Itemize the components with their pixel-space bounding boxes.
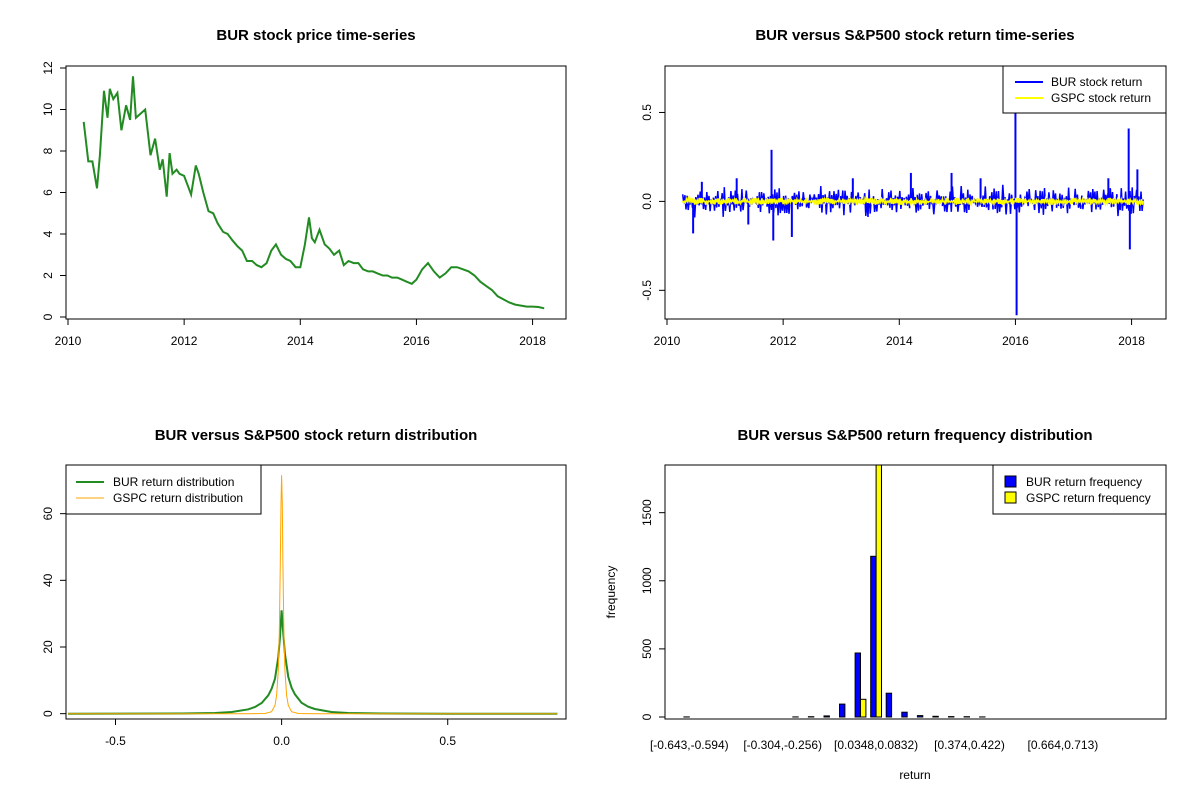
x-tick-label: 2016: [1002, 334, 1029, 348]
legend-label: GSPC stock return: [1051, 91, 1151, 105]
price-line: [82, 76, 545, 310]
y-axis-label-histogram: frequency: [604, 566, 618, 619]
x-tick-label: 2012: [171, 334, 198, 348]
legend-label: BUR stock return: [1051, 75, 1142, 89]
plot-frame-density: [65, 464, 567, 720]
y-tick-label: 40: [41, 573, 55, 587]
x-tick-label: 2010: [654, 334, 681, 348]
panel-return-density: BUR versus S&P500 stock return distribut…: [41, 427, 567, 748]
x-tick-label: [-0.643,-0.594): [650, 738, 729, 752]
legend-label: GSPC return distribution: [113, 491, 243, 505]
x-tick-label: 2014: [886, 334, 913, 348]
chart-title-histogram: BUR versus S&P500 return frequency distr…: [737, 427, 1092, 444]
x-tick-label: -0.5: [105, 734, 126, 748]
plot-frame-price: [65, 65, 567, 320]
bur-frequency-bar: [916, 715, 924, 718]
x-tick-label: 2010: [55, 334, 82, 348]
x-tick-label: [-0.304,-0.256): [743, 738, 822, 752]
legend-swatch: [1004, 475, 1017, 488]
y-tick-label: 8: [41, 147, 55, 154]
gspc-frequency-bar: [875, 464, 882, 718]
y-tick-label: -0.5: [640, 280, 654, 301]
legend-label: BUR return distribution: [113, 475, 234, 489]
x-tick-label: 0.0: [273, 734, 290, 748]
bur-frequency-bar: [839, 703, 846, 718]
plot-frame-histogram: [664, 464, 1167, 720]
y-tick-label: 20: [41, 640, 55, 654]
x-axis-label-histogram: return: [899, 768, 930, 782]
bur-return-line: [681, 184, 1144, 218]
gspc-frequency-bar: [860, 698, 867, 718]
y-tick-label: 1000: [640, 567, 654, 594]
legend-label: GSPC return frequency: [1026, 491, 1151, 505]
x-tick-label: [0.0348,0.0832): [834, 738, 918, 752]
panel-return-timeseries: BUR versus S&P500 stock return time-seri…: [640, 27, 1167, 348]
y-tick-label: 2: [41, 272, 55, 279]
legend-box: [1002, 65, 1167, 114]
plot-frame-returns: [664, 65, 1167, 320]
y-tick-label: 0: [41, 313, 55, 320]
y-tick-label: 0.5: [640, 104, 654, 121]
legend-box: [992, 464, 1167, 515]
legend-box: [65, 464, 262, 515]
y-tick-label: 60: [41, 507, 55, 521]
panel-return-histogram: BUR versus S&P500 return frequency distr…: [604, 427, 1167, 782]
y-tick-label: 12: [41, 61, 55, 75]
y-tick-label: 0: [41, 710, 55, 717]
x-tick-label: 0.5: [439, 734, 456, 748]
x-tick-label: 2014: [287, 334, 314, 348]
x-tick-label: 2016: [403, 334, 430, 348]
x-tick-label: [0.664,0.713): [1028, 738, 1099, 752]
bur-frequency-bar: [885, 692, 893, 718]
x-tick-label: 2018: [519, 334, 546, 348]
bur-frequency-bar: [854, 652, 861, 718]
legend-label: BUR return frequency: [1026, 475, 1142, 489]
y-tick-label: 500: [640, 639, 654, 659]
bur-frequency-bar: [932, 715, 939, 718]
panel-price-timeseries: BUR stock price time-series 0 2 4 6 8 10 12 201…: [41, 27, 567, 348]
y-tick-label: 4: [41, 230, 55, 237]
y-tick-label: 10: [41, 103, 55, 117]
chart-title-density: BUR versus S&P500 stock return distribut…: [155, 427, 478, 444]
bur-density-line: [67, 610, 558, 715]
gspc-return-line: [681, 195, 1144, 208]
chart-title-returns: BUR versus S&P500 stock return time-seri…: [755, 27, 1074, 44]
bur-frequency-bar: [823, 715, 830, 718]
bur-frequency-bar: [901, 711, 908, 718]
x-tick-label: 2012: [770, 334, 797, 348]
x-tick-label: 2018: [1118, 334, 1145, 348]
chart-title-price: BUR stock price time-series: [216, 27, 415, 44]
x-tick-label: [0.374,0.422): [934, 738, 1005, 752]
y-tick-label: 0: [640, 713, 654, 720]
y-tick-label: 1500: [640, 499, 654, 526]
legend-swatch: [1004, 491, 1017, 504]
gspc-density-line: [68, 475, 558, 715]
bur-frequency-bar: [870, 555, 877, 718]
y-tick-label: 6: [41, 189, 55, 196]
y-tick-label: 0.0: [640, 193, 654, 210]
